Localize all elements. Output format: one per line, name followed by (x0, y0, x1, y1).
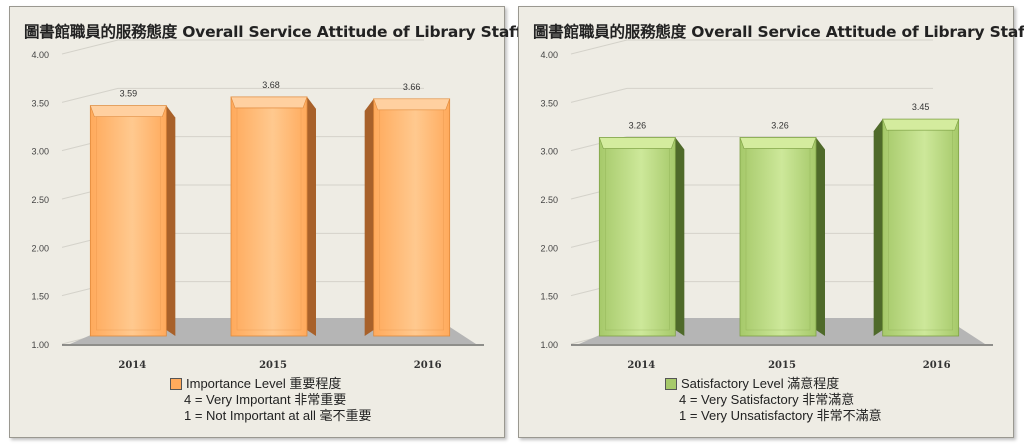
bar (230, 96, 308, 337)
bar-top (89, 105, 167, 117)
bar (882, 118, 960, 337)
y-tick-label: 4.00 (31, 50, 49, 60)
bar-inner-frame (888, 129, 953, 331)
chart-panel-importance: 圖書館職員的服務態度 Overall Service Attitude of L… (9, 6, 522, 438)
bar-inner-frame (605, 148, 670, 331)
legend-series-label: Importance Level 重要程度 (186, 376, 342, 391)
chart-legend: Satisfactory Level 滿意程度 4 = Very Satisfa… (665, 376, 882, 424)
x-tick-label: 2014 (118, 360, 146, 371)
gridline (570, 39, 628, 55)
bar (373, 98, 451, 337)
chart-title: 圖書館職員的服務態度 Overall Service Attitude of L… (24, 23, 523, 41)
data-label: 3.26 (771, 121, 789, 131)
x-tick-label: 2016 (923, 360, 951, 371)
bar-top (373, 98, 451, 111)
bar-side (675, 137, 685, 336)
data-label: 3.59 (120, 89, 138, 99)
gridline (570, 87, 628, 103)
bar (89, 105, 167, 337)
chart-title: 圖書館職員的服務態度 Overall Service Attitude of L… (533, 23, 1024, 41)
y-tick-label: 3.00 (540, 147, 558, 157)
bar (598, 137, 676, 337)
x-tick-label: 2016 (414, 360, 442, 371)
bar-inner-frame (96, 116, 161, 331)
legend-swatch (170, 378, 182, 390)
gridline (61, 87, 119, 103)
bar-side (166, 105, 176, 336)
legend-swatch (665, 378, 677, 390)
data-label: 3.68 (262, 80, 280, 90)
bar-chart: 1.00 1.50 2.00 2.50 3.00 3.50 4.00 3.26 2014 3.26… (540, 39, 993, 371)
y-tick-label: 2.50 (31, 195, 49, 205)
bar-top (230, 96, 308, 109)
bar-inner-frame (745, 148, 811, 331)
x-tick-label: 2014 (627, 360, 655, 371)
legend-series-label: Satisfactory Level 滿意程度 (681, 376, 840, 391)
legend-scale-high: 4 = Very Important 非常重要 (184, 392, 347, 407)
y-tick-label: 1.50 (31, 292, 49, 302)
bar-side (364, 98, 374, 336)
y-tick-label: 4.00 (540, 50, 558, 60)
bar-side (873, 119, 883, 337)
chart-legend: Importance Level 重要程度 4 = Very Important… (170, 376, 372, 424)
data-label: 3.66 (403, 82, 421, 92)
y-tick-label: 3.50 (31, 98, 49, 108)
data-label: 3.26 (629, 121, 647, 131)
bar-chart: 1.00 1.50 2.00 2.50 3.00 3.50 4.00 3.59 2014 3.68… (31, 39, 484, 371)
data-label: 3.45 (912, 102, 930, 112)
bar-side (307, 96, 316, 336)
legend-scale-high: 4 = Very Satisfactory 非常滿意 (679, 392, 855, 407)
y-tick-label: 1.00 (31, 340, 49, 350)
x-tick-label: 2015 (768, 360, 796, 371)
bar-top (598, 137, 676, 149)
y-tick-label: 1.50 (540, 292, 558, 302)
bar-side (816, 137, 825, 336)
y-tick-label: 2.50 (540, 195, 558, 205)
gridline (61, 39, 119, 55)
bar-top (739, 137, 817, 149)
legend-scale-low: 1 = Not Important at all 毫不重要 (184, 408, 372, 423)
bar-inner-frame (236, 107, 302, 331)
y-tick-label: 3.00 (31, 147, 49, 157)
bar-top (882, 118, 960, 131)
chart-panel-satisfaction: 圖書館職員的服務態度 Overall Service Attitude of L… (518, 6, 1024, 438)
legend-scale-low: 1 = Very Unsatisfactory 非常不滿意 (679, 408, 882, 423)
y-tick-label: 2.00 (540, 243, 558, 253)
y-tick-label: 2.00 (31, 243, 49, 253)
bar (739, 137, 817, 337)
y-tick-label: 3.50 (540, 98, 558, 108)
x-tick-label: 2015 (259, 360, 287, 371)
bar-inner-frame (379, 109, 444, 331)
y-tick-label: 1.00 (540, 340, 558, 350)
